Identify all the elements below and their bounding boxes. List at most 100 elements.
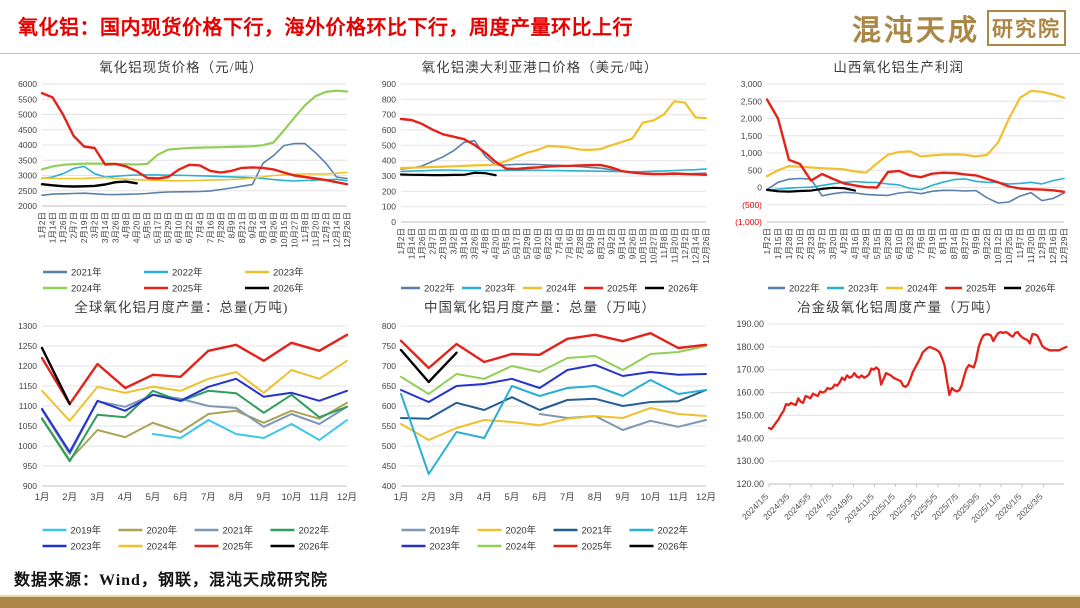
svg-text:500: 500 bbox=[381, 140, 395, 150]
svg-text:12月14日: 12月14日 bbox=[690, 228, 700, 264]
chart-spot-price: 氧化铝现货价格（元/吨） 6000 5500 5000 4500 4000 3500 300… bbox=[6, 58, 357, 298]
svg-text:(1,000): (1,000) bbox=[735, 217, 762, 227]
svg-text:2000: 2000 bbox=[18, 201, 37, 211]
svg-text:12月2日: 12月2日 bbox=[321, 212, 331, 243]
chart-title: 氧化铝澳大利亚港口价格（美元/吨） bbox=[421, 60, 659, 75]
svg-text:1,000: 1,000 bbox=[741, 148, 763, 158]
svg-text:1050: 1050 bbox=[18, 421, 37, 431]
svg-text:3000: 3000 bbox=[18, 171, 37, 181]
svg-text:1月2日: 1月2日 bbox=[396, 228, 406, 254]
svg-text:2500: 2500 bbox=[18, 186, 37, 196]
svg-text:2月19日: 2月19日 bbox=[438, 228, 448, 259]
chart-shanxi-profit: 山西氧化铝生产利润 3,000 2,500 2,000 1,500 1,000 500 0 (… bbox=[723, 58, 1074, 298]
svg-text:2023年: 2023年 bbox=[273, 267, 304, 279]
brand-logo: 混沌天成 研究院 bbox=[852, 7, 1066, 49]
svg-text:2019年: 2019年 bbox=[429, 525, 460, 537]
svg-text:2024年: 2024年 bbox=[907, 283, 938, 295]
svg-text:12月14日: 12月14日 bbox=[332, 212, 342, 248]
chart-canvas: 6000 5500 5000 4500 4000 3500 3000 2500 20001月2日… bbox=[18, 79, 352, 295]
svg-text:7月19日: 7月19日 bbox=[927, 228, 937, 259]
svg-text:120.00: 120.00 bbox=[737, 479, 765, 489]
svg-text:1150: 1150 bbox=[19, 381, 38, 391]
svg-text:11月7日: 11月7日 bbox=[1015, 228, 1025, 259]
svg-text:3月14日: 3月14日 bbox=[100, 212, 110, 243]
svg-text:7月16日: 7月16日 bbox=[205, 212, 215, 243]
svg-text:4000: 4000 bbox=[18, 140, 37, 150]
svg-text:3,000: 3,000 bbox=[741, 79, 763, 89]
svg-text:2022年: 2022年 bbox=[789, 283, 820, 295]
svg-text:9月: 9月 bbox=[615, 492, 630, 503]
svg-text:6月10日: 6月10日 bbox=[174, 212, 184, 243]
svg-text:3月20日: 3月20日 bbox=[828, 228, 838, 259]
svg-text:9月14日: 9月14日 bbox=[258, 212, 268, 243]
svg-text:12月: 12月 bbox=[337, 492, 357, 503]
svg-text:12月26日: 12月26日 bbox=[342, 212, 352, 248]
svg-text:3月2日: 3月2日 bbox=[90, 212, 100, 238]
svg-text:6月: 6月 bbox=[532, 492, 547, 503]
svg-text:2月19日: 2月19日 bbox=[79, 212, 89, 243]
svg-text:160.00: 160.00 bbox=[737, 388, 765, 398]
svg-text:2月7日: 2月7日 bbox=[69, 212, 79, 238]
svg-text:5000: 5000 bbox=[18, 110, 37, 120]
svg-text:2024年: 2024年 bbox=[505, 541, 536, 553]
chart-title: 冶金级氧化铝周度产量（万吨） bbox=[797, 300, 1001, 315]
chart-canvas: 3,000 2,500 2,000 1,500 1,000 500 0 (500) (1,000… bbox=[735, 79, 1069, 295]
svg-text:8月9日: 8月9日 bbox=[585, 228, 595, 254]
svg-text:1,500: 1,500 bbox=[741, 131, 763, 141]
svg-text:750: 750 bbox=[381, 341, 395, 351]
svg-text:7月: 7月 bbox=[201, 492, 216, 503]
svg-text:8月: 8月 bbox=[229, 492, 244, 503]
svg-text:200: 200 bbox=[381, 186, 395, 196]
chart-title: 全球氧化铝月度产量：总量(万吨) bbox=[74, 300, 289, 315]
svg-text:8月21日: 8月21日 bbox=[237, 212, 247, 243]
svg-text:5月5日: 5月5日 bbox=[142, 212, 152, 238]
svg-text:6月23日: 6月23日 bbox=[905, 228, 915, 259]
svg-text:11月8日: 11月8日 bbox=[300, 212, 310, 243]
svg-text:5月29日: 5月29日 bbox=[522, 228, 532, 259]
svg-text:0: 0 bbox=[758, 183, 763, 193]
svg-text:2025年: 2025年 bbox=[607, 283, 638, 295]
svg-text:10月: 10月 bbox=[281, 492, 301, 503]
svg-text:10月27日: 10月27日 bbox=[289, 212, 299, 248]
svg-text:12月3日: 12月3日 bbox=[1037, 228, 1047, 259]
svg-text:650: 650 bbox=[381, 381, 395, 391]
svg-text:4月20日: 4月20日 bbox=[132, 212, 142, 243]
svg-text:500: 500 bbox=[381, 441, 395, 451]
svg-text:400: 400 bbox=[381, 481, 395, 491]
svg-text:900: 900 bbox=[381, 79, 395, 89]
svg-text:600: 600 bbox=[381, 125, 395, 135]
chart-title: 中国氧化铝月度产量：总量（万吨） bbox=[423, 300, 656, 315]
svg-text:130.00: 130.00 bbox=[737, 456, 765, 466]
svg-text:9月22日: 9月22日 bbox=[982, 228, 992, 259]
svg-text:9月2日: 9月2日 bbox=[606, 228, 616, 254]
svg-text:2026年: 2026年 bbox=[657, 541, 688, 553]
svg-text:1250: 1250 bbox=[18, 341, 37, 351]
svg-text:140.00: 140.00 bbox=[737, 433, 765, 443]
svg-text:1月14日: 1月14日 bbox=[48, 212, 58, 243]
svg-text:3月: 3月 bbox=[90, 492, 105, 503]
svg-text:6000: 6000 bbox=[18, 79, 37, 89]
svg-text:600: 600 bbox=[381, 401, 395, 411]
svg-text:12月29日: 12月29日 bbox=[1059, 228, 1069, 264]
svg-text:8月14日: 8月14日 bbox=[949, 228, 959, 259]
svg-text:400: 400 bbox=[381, 156, 395, 166]
svg-text:7月16日: 7月16日 bbox=[564, 228, 574, 259]
svg-text:2026年: 2026年 bbox=[668, 283, 699, 295]
svg-text:5月: 5月 bbox=[504, 492, 519, 503]
svg-text:4月: 4月 bbox=[118, 492, 133, 503]
svg-text:2024年: 2024年 bbox=[71, 283, 102, 295]
svg-text:2月: 2月 bbox=[62, 492, 77, 503]
svg-text:2023年: 2023年 bbox=[848, 283, 879, 295]
svg-text:3月7日: 3月7日 bbox=[817, 228, 827, 254]
svg-text:900: 900 bbox=[23, 481, 37, 491]
svg-text:6月10日: 6月10日 bbox=[532, 228, 542, 259]
svg-text:4月8日: 4月8日 bbox=[480, 228, 490, 254]
svg-text:2,000: 2,000 bbox=[741, 114, 763, 124]
chart-global-monthly-output: 全球氧化铝月度产量：总量(万吨) 1300 1250 1200 1150 1100 105… bbox=[6, 298, 357, 556]
svg-text:2022年: 2022年 bbox=[424, 283, 455, 295]
svg-text:2025年: 2025年 bbox=[223, 541, 254, 553]
svg-text:11月8日: 11月8日 bbox=[659, 228, 669, 259]
brand-logo-text: 混沌天成 bbox=[851, 15, 980, 47]
svg-text:8月: 8月 bbox=[587, 492, 602, 503]
